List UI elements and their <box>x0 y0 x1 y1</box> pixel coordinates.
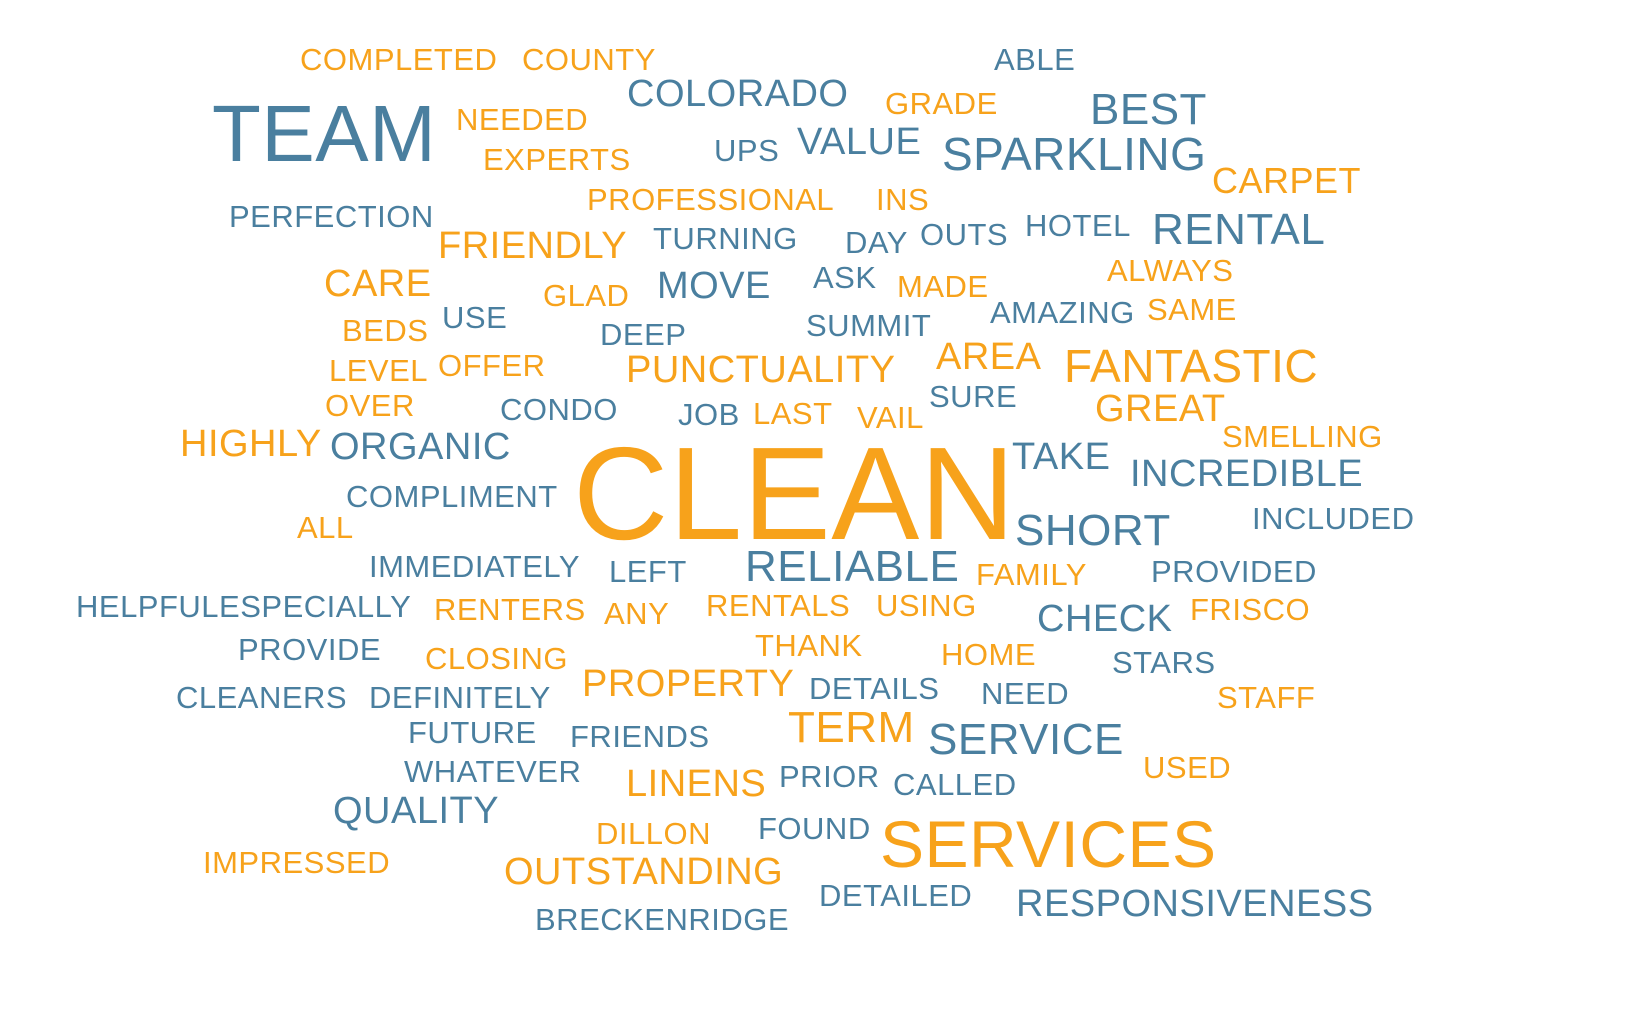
word-completed: COMPLETED <box>300 42 498 77</box>
word-professional: PROFESSIONAL <box>587 182 835 217</box>
word-team: TEAM <box>212 89 437 178</box>
word-great: GREAT <box>1095 388 1226 430</box>
word-move: MOVE <box>657 265 771 307</box>
word-deep: DEEP <box>600 317 687 352</box>
word-experts: EXPERTS <box>483 142 631 177</box>
word-last: LAST <box>753 396 833 431</box>
word-amazing: AMAZING <box>990 295 1135 330</box>
word-any: ANY <box>604 596 670 631</box>
word-ins: INS <box>876 182 930 217</box>
word-friendly: FRIENDLY <box>438 225 628 267</box>
word-linens: LINENS <box>626 763 767 805</box>
word-always: ALWAYS <box>1107 253 1234 288</box>
word-definitely: DEFINITELY <box>369 680 551 715</box>
word-provide: PROVIDE <box>238 632 382 667</box>
word-included: INCLUDED <box>1252 501 1415 536</box>
word-summit: SUMMIT <box>806 308 932 343</box>
word-thank: THANK <box>755 628 863 663</box>
word-fantastic: FANTASTIC <box>1064 340 1319 392</box>
word-punctuality: PUNCTUALITY <box>626 349 896 391</box>
word-quality: QUALITY <box>333 790 500 832</box>
word-incredible: INCREDIBLE <box>1130 453 1364 495</box>
word-highly: HIGHLY <box>180 423 322 465</box>
word-found: FOUND <box>758 811 871 846</box>
word-reliable: RELIABLE <box>745 542 960 591</box>
word-impressed: IMPRESSED <box>203 845 391 880</box>
word-same: SAME <box>1147 292 1237 327</box>
word-friends: FRIENDS <box>570 719 710 754</box>
word-stars: STARS <box>1112 645 1216 680</box>
word-made: MADE <box>897 269 989 304</box>
word-hotel: HOTEL <box>1025 208 1131 243</box>
word-staff: STAFF <box>1217 680 1316 715</box>
word-day: DAY <box>845 225 908 260</box>
word-ask: ASK <box>813 260 877 295</box>
word-clean: CLEAN <box>573 420 1016 567</box>
word-rentals: RENTALS <box>706 588 851 623</box>
word-short: SHORT <box>1015 506 1171 555</box>
word-used: USED <box>1143 750 1232 785</box>
word-check: CHECK <box>1037 598 1173 640</box>
word-take: TAKE <box>1012 436 1111 478</box>
word-able: ABLE <box>994 42 1076 77</box>
word-home: HOME <box>941 637 1036 672</box>
word-colorado: COLORADO <box>627 73 849 115</box>
word-whatever: WHATEVER <box>404 754 582 789</box>
word-area: AREA <box>936 336 1042 378</box>
word-sure: SURE <box>929 379 1018 414</box>
word-beds: BEDS <box>342 313 429 348</box>
word-closing: CLOSING <box>425 641 569 676</box>
word-all: ALL <box>297 510 354 545</box>
word-immediately: IMMEDIATELY <box>369 549 581 584</box>
word-family: FAMILY <box>976 557 1087 592</box>
word-service: SERVICE <box>928 715 1124 764</box>
word-offer: OFFER <box>438 348 546 383</box>
word-over: OVER <box>325 388 415 423</box>
word-property: PROPERTY <box>582 663 795 705</box>
word-outstanding: OUTSTANDING <box>504 851 784 893</box>
word-care: CARE <box>324 263 432 305</box>
word-detailed: DETAILED <box>819 878 973 913</box>
word-perfection: PERFECTION <box>229 199 434 234</box>
word-services: SERVICES <box>880 807 1217 881</box>
word-sparkling: SPARKLING <box>942 128 1207 180</box>
word-cleaners: CLEANERS <box>176 680 348 715</box>
word-best: BEST <box>1090 85 1207 134</box>
word-grade: GRADE <box>885 86 998 121</box>
word-needed: NEEDED <box>456 102 589 137</box>
word-term: TERM <box>788 703 915 752</box>
word-responsiveness: RESPONSIVENESS <box>1016 883 1374 925</box>
word-smelling: SMELLING <box>1222 419 1383 454</box>
word-called: CALLED <box>893 767 1017 802</box>
word-dillon: DILLON <box>596 816 711 851</box>
word-breckenridge: BRECKENRIDGE <box>535 902 790 937</box>
word-level: LEVEL <box>329 353 429 388</box>
word-value: VALUE <box>797 121 922 163</box>
word-vail: VAIL <box>857 400 924 435</box>
word-helpfulespecially: HELPFULESPECIALLY <box>76 589 412 624</box>
word-prior: PRIOR <box>779 759 880 794</box>
word-county: COUNTY <box>522 42 656 77</box>
word-rental: RENTAL <box>1152 205 1326 254</box>
word-glad: GLAD <box>543 278 630 313</box>
word-details: DETAILS <box>809 671 940 706</box>
word-carpet: CARPET <box>1212 160 1362 201</box>
word-using: USING <box>876 588 977 623</box>
word-organic: ORGANIC <box>330 426 511 468</box>
word-use: USE <box>442 300 508 335</box>
word-compliment: COMPLIMENT <box>346 479 558 514</box>
word-condo: CONDO <box>500 392 618 427</box>
word-left: LEFT <box>609 554 687 589</box>
word-outs: OUTS <box>920 217 1009 252</box>
word-renters: RENTERS <box>434 592 586 627</box>
word-future: FUTURE <box>408 715 537 750</box>
word-ups: UPS <box>714 133 780 168</box>
word-provided: PROVIDED <box>1151 554 1317 589</box>
word-job: JOB <box>678 397 740 432</box>
word-frisco: FRISCO <box>1190 592 1311 627</box>
word-turning: TURNING <box>653 221 798 256</box>
word-need: NEED <box>981 676 1070 711</box>
